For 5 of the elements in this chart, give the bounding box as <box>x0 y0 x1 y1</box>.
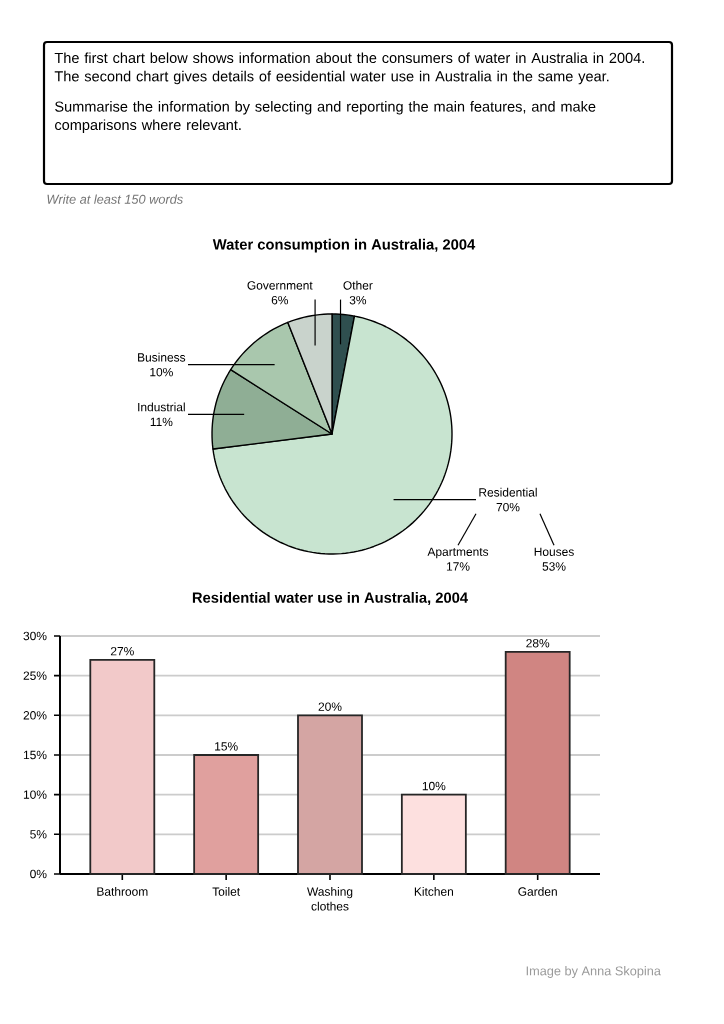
bar <box>193 754 260 875</box>
bar <box>504 650 571 875</box>
bar <box>400 793 467 875</box>
bar <box>89 658 156 875</box>
bar <box>297 714 363 875</box>
